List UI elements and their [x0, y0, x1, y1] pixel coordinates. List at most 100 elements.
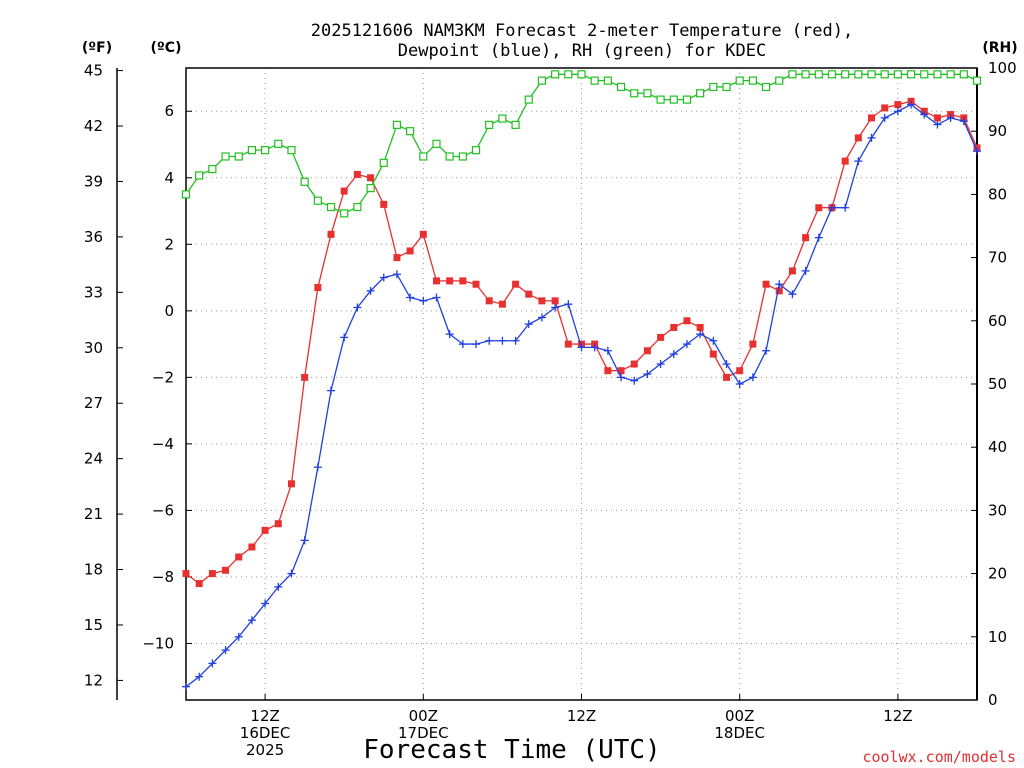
dewpoint-point: [643, 370, 652, 379]
dewpoint-point: [709, 336, 718, 345]
dewpoint-point: [973, 147, 981, 156]
temperature-point: [248, 543, 256, 551]
dewpoint-point: [195, 672, 204, 681]
rh-point: [696, 89, 705, 98]
x-tick-label: 17DEC: [398, 724, 449, 742]
rh-point: [419, 152, 428, 161]
rh-tick-label: 70: [988, 249, 1007, 267]
dewpoint-point: [682, 340, 691, 349]
temperature-point: [353, 170, 361, 178]
x-tick-label: 00Z: [725, 707, 754, 725]
dewpoint-point: [854, 157, 863, 166]
temperature-point: [367, 174, 375, 182]
rh-point: [761, 82, 771, 92]
rh-point: [221, 152, 230, 161]
temperature-point: [301, 373, 309, 381]
celsius-tick-label: 0: [164, 302, 174, 320]
rh-point: [537, 76, 547, 85]
temperature-point: [393, 254, 401, 262]
fahrenheit-tick-label: 30: [84, 339, 103, 357]
x-tick-label: 12Z: [883, 707, 912, 725]
temperature-point: [815, 204, 823, 212]
celsius-tick-label: 2: [164, 235, 174, 253]
dewpoint-point: [880, 113, 889, 122]
temperature-point: [485, 297, 493, 305]
dewpoint-point: [182, 682, 190, 691]
series-dewpoint: [182, 100, 981, 691]
celsius-tick-label: 6: [164, 102, 174, 120]
dewpoint-point: [379, 273, 388, 282]
temperature-point: [208, 570, 216, 578]
rh-point: [735, 76, 744, 85]
dewpoint-point: [511, 336, 520, 345]
dewpoint-point: [313, 463, 322, 472]
rh-tick-label: 10: [988, 628, 1007, 646]
dewpoint-point: [946, 113, 955, 122]
dewpoint-point: [893, 107, 902, 116]
rh-point: [551, 70, 560, 79]
rh-point: [498, 114, 507, 123]
temperature-point: [459, 277, 467, 285]
dewpoint-point: [564, 300, 573, 309]
rh-tick-label: 60: [988, 312, 1007, 330]
dewpoint-point: [287, 569, 296, 578]
temperature-point: [551, 297, 559, 305]
temperature-point: [235, 553, 243, 561]
dewpoint-point: [300, 536, 309, 545]
rh-point: [445, 152, 454, 161]
x-tick-label: 00Z: [409, 707, 438, 725]
rh-tick-label: 80: [988, 185, 1007, 203]
chart-title-line1: 2025121606 NAM3KM Forecast 2-meter Tempe…: [311, 21, 853, 41]
rh-point: [577, 70, 586, 79]
temperature-point: [775, 287, 783, 295]
rh-point: [564, 70, 573, 79]
rh-point: [775, 76, 784, 85]
dewpoint-point: [775, 280, 784, 289]
rh-point: [933, 70, 942, 79]
rh-point: [353, 202, 362, 212]
fahrenheit-tick-label: 27: [84, 394, 103, 412]
dewpoint-line: [185, 103, 978, 688]
celsius-tick-label: −4: [152, 435, 174, 453]
fahrenheit-unit-label: (ºF): [82, 40, 112, 56]
temperature-point: [670, 323, 678, 331]
rh-tick-label: 20: [988, 565, 1007, 583]
dewpoint-point: [656, 360, 665, 369]
temperature-point: [894, 101, 902, 109]
rh-point: [208, 165, 217, 174]
dewpoint-point: [827, 203, 836, 212]
dewpoint-point: [353, 303, 362, 312]
rh-point: [616, 82, 626, 92]
temperature-point: [617, 367, 625, 375]
dewpoint-point: [696, 330, 705, 339]
axes: [116, 67, 978, 701]
temperature-point: [683, 317, 691, 325]
rh-point: [261, 146, 270, 155]
dewpoint-point: [274, 582, 283, 591]
temperature-point: [564, 340, 572, 348]
dewpoint-point: [630, 376, 639, 385]
fahrenheit-tick-label: 12: [84, 671, 103, 689]
dewpoint-point: [406, 293, 415, 302]
rh-point: [709, 82, 718, 92]
rh-point: [920, 70, 929, 79]
rh-point: [722, 82, 731, 92]
rh-point: [682, 95, 692, 104]
dewpoint-point: [841, 203, 850, 212]
dewpoint-point: [577, 343, 586, 352]
x-tick-label: 16DEC: [240, 724, 291, 742]
rh-point: [485, 120, 494, 129]
dewpoint-point: [814, 233, 823, 242]
dewpoint-point: [485, 336, 494, 345]
rh-point: [788, 70, 797, 79]
dewpoint-point: [208, 659, 217, 668]
fahrenheit-tick-label: 21: [84, 505, 103, 523]
rh-point: [669, 95, 678, 104]
dewpoint-point: [748, 373, 757, 382]
rh-point: [972, 76, 982, 85]
dewpoint-point: [261, 599, 270, 608]
dewpoint-point: [392, 270, 401, 279]
temperature-point: [762, 280, 770, 288]
celsius-tick-label: −10: [142, 634, 174, 652]
dewpoint-point: [801, 266, 810, 275]
